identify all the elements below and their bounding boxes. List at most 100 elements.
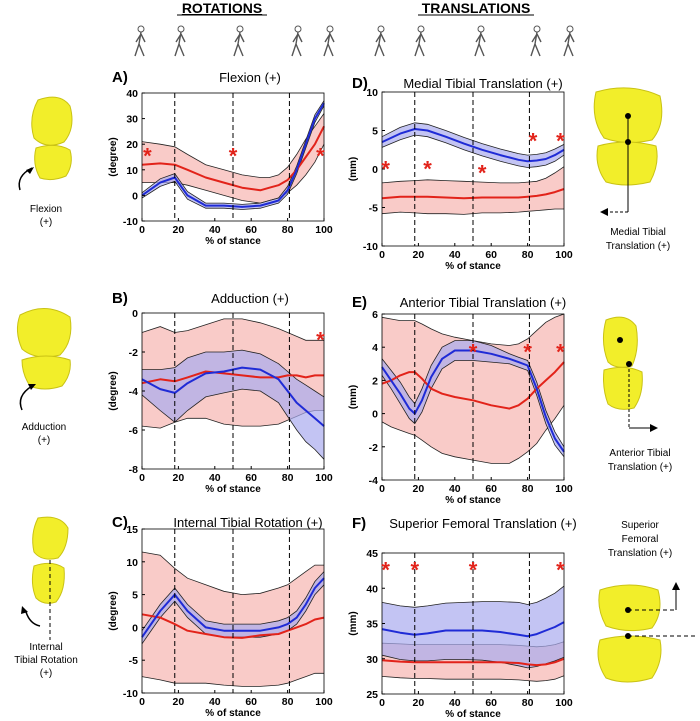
significance-star: *	[556, 340, 565, 365]
y-tick-label: -5	[129, 655, 138, 667]
walker-figure-icon	[291, 25, 303, 57]
x-axis-label: % of stance	[445, 709, 501, 720]
y-tick-label: 25	[366, 689, 378, 701]
y-axis-label: (mm)	[348, 385, 359, 409]
blue-mean-line	[141, 102, 325, 208]
x-axis-label: % of stance	[205, 484, 261, 495]
red-band-lower-edge	[381, 208, 564, 215]
internal-rotation-arrow-icon	[21, 606, 28, 614]
significance-star: *	[381, 558, 390, 583]
panel-letter: E)	[352, 294, 367, 311]
x-tick-label: 80	[282, 472, 294, 484]
significance-star: *	[469, 340, 478, 365]
y-axis-label: (mm)	[348, 157, 359, 181]
blue-confidence-band	[142, 571, 324, 644]
blue-band-upper-edge	[142, 349, 325, 398]
blue-mean-line	[381, 349, 565, 453]
x-tick-label: 0	[379, 697, 385, 709]
x-tick-label: 100	[315, 224, 333, 236]
blue-confidence-band	[382, 340, 564, 457]
significance-star: *	[523, 340, 532, 365]
red-mean-line	[381, 188, 565, 200]
red-band-upper-edge	[141, 113, 325, 178]
x-tick-label: 60	[485, 697, 497, 709]
blue-confidence-band	[382, 122, 564, 168]
superior-arrow-icon	[672, 582, 680, 590]
x-tick-label: 100	[555, 249, 573, 261]
significance-star: *	[478, 160, 487, 185]
x-tick-label: 20	[173, 224, 185, 236]
x-tick-label: 80	[282, 696, 294, 708]
red-mean-line	[141, 613, 325, 639]
y-tick-label: -8	[129, 464, 138, 476]
significance-star: *	[381, 156, 390, 181]
panel-title: Internal Tibial Rotation (+)	[173, 515, 322, 530]
x-tick-label: 60	[485, 483, 497, 495]
significance-star: *	[410, 558, 419, 583]
blue-band-lower-edge	[381, 134, 565, 168]
panel-superior-femoral-translation: 25 30 35 40 45 0 20 40 60 80 100 % of stance (mm) F) S…	[348, 515, 577, 720]
y-tick-label: 30	[366, 654, 378, 666]
panel-letter: C)	[112, 514, 128, 531]
walker-figure-icon	[530, 25, 542, 57]
medial-label-2: Translation (+)	[606, 241, 670, 252]
panel-letter: A)	[112, 69, 128, 86]
blue-mean-line	[381, 621, 565, 638]
x-tick-label: 80	[522, 483, 534, 495]
significance-star: *	[529, 129, 538, 154]
x-tick-label: 0	[139, 696, 145, 708]
x-tick-label: 60	[245, 696, 257, 708]
significance-star: *	[556, 558, 565, 583]
x-tick-label: 100	[555, 483, 573, 495]
superior-label-1: Superior	[621, 520, 659, 531]
y-tick-label: 0	[132, 190, 138, 202]
y-tick-label: 40	[366, 583, 378, 595]
y-tick-label: 30	[126, 114, 138, 126]
red-confidence-band	[142, 113, 324, 204]
x-tick-label: 60	[485, 249, 497, 261]
walker-figure-icon	[414, 25, 426, 57]
x-axis-label: % of stance	[205, 236, 261, 247]
blue-band-lower-edge	[141, 105, 325, 210]
x-tick-label: 40	[449, 697, 461, 709]
significance-star: *	[556, 129, 565, 154]
red-mean-line	[141, 370, 324, 385]
anterior-label-2: Translation (+)	[608, 462, 672, 473]
gait-walking-figures	[134, 25, 575, 57]
blue-mean-line	[381, 128, 565, 163]
y-tick-label: 35	[366, 619, 378, 631]
x-tick-label: 40	[449, 249, 461, 261]
adduction-arrow-icon	[28, 384, 36, 390]
red-band-upper-edge	[141, 318, 324, 341]
knee-bone-anterior-translation: Anterior Tibial Translation (+)	[602, 316, 672, 473]
y-axis-label: (degree)	[108, 591, 119, 630]
walker-figure-icon	[474, 25, 486, 57]
blue-band-upper-edge	[381, 585, 565, 608]
significance-star: *	[423, 156, 432, 181]
panel-internal-tibial-rotation: -10 -5 0 5 10 15 0 20 40 60 80 100 % of stance (degre…	[108, 514, 333, 719]
y-axis-label: (mm)	[348, 611, 359, 635]
walker-figure-icon	[174, 25, 186, 57]
panel-adduction: -8 -6 -4 -2 0 0 20 40 60 80 100 % of stance (degree)…	[108, 290, 333, 495]
plot-frame	[381, 313, 565, 481]
blue-mean-line	[141, 366, 325, 427]
adduction-label-2: (+)	[38, 435, 51, 446]
y-tick-label: 10	[366, 87, 378, 99]
blue-band-upper-edge	[141, 571, 325, 631]
y-tick-label: -5	[369, 203, 378, 215]
internal-label-2: Tibial Rotation	[14, 655, 78, 666]
y-tick-label: 6	[372, 309, 378, 321]
adduction-label-1: Adduction	[22, 422, 66, 433]
panel-letter: B)	[112, 290, 128, 307]
x-tick-label: 100	[555, 697, 573, 709]
x-tick-label: 80	[282, 224, 294, 236]
x-tick-label: 20	[413, 249, 425, 261]
panel-title: Anterior Tibial Translation (+)	[400, 295, 567, 310]
y-tick-label: -4	[369, 475, 378, 487]
red-band-lower-edge	[381, 675, 565, 682]
red-mean-line	[381, 361, 565, 410]
panel-letter: D)	[352, 75, 368, 92]
